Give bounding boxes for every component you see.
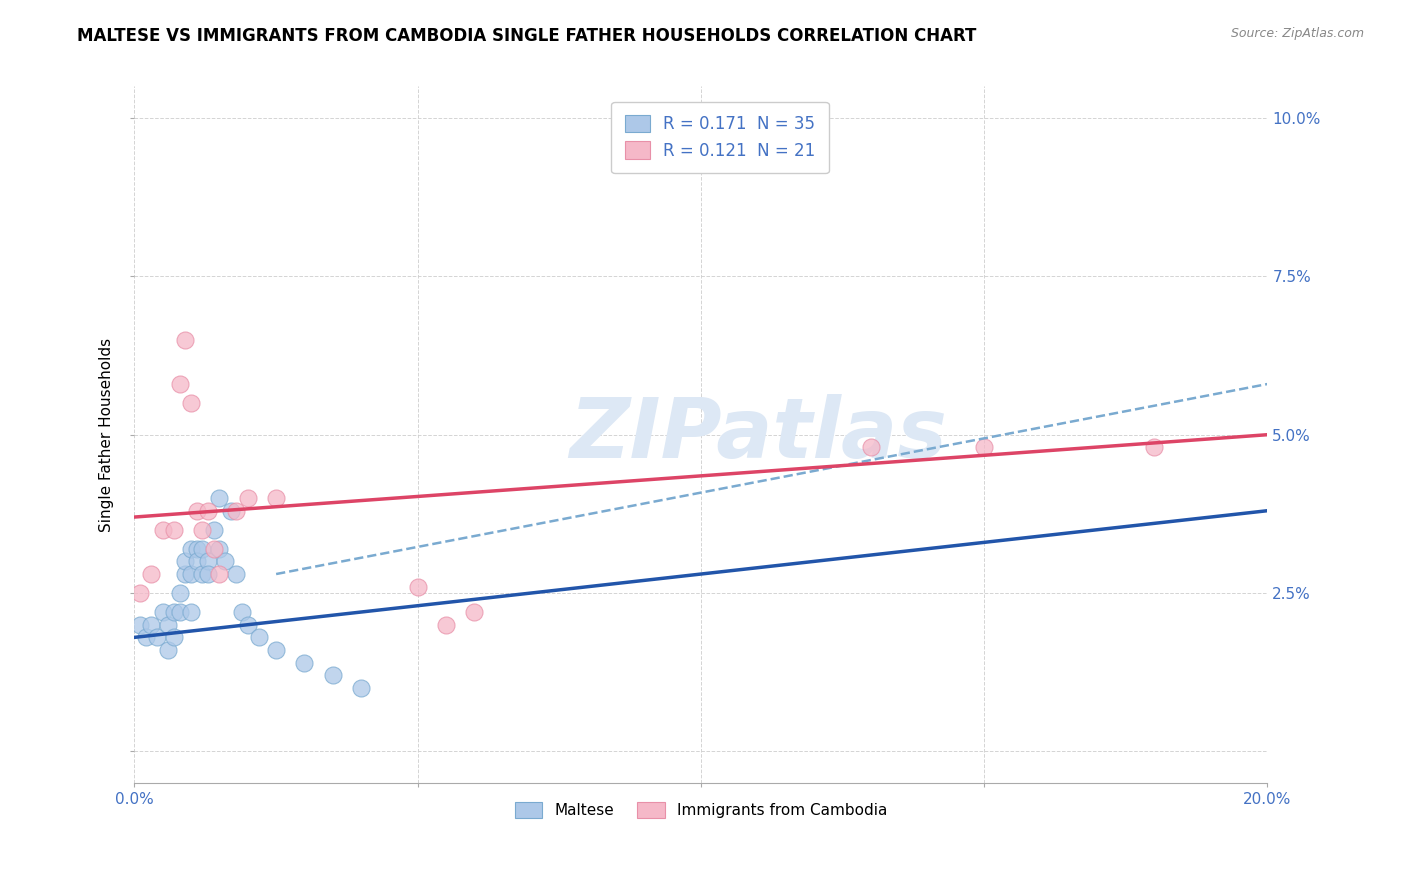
Point (322, 668, 344, 682)
Point (169, 605, 191, 619)
Point (406, 580, 429, 594)
Point (264, 491, 287, 505)
Point (350, 681, 373, 695)
Point (186, 504, 208, 518)
Point (157, 643, 180, 657)
Point (141, 567, 163, 582)
Point (180, 567, 202, 582)
Point (169, 377, 191, 392)
Point (197, 504, 219, 518)
Point (157, 617, 180, 632)
Point (152, 523, 174, 537)
Point (186, 541, 208, 556)
Point (264, 643, 287, 657)
Point (180, 541, 202, 556)
Point (197, 554, 219, 568)
Text: ZIPatlas: ZIPatlas (568, 394, 946, 475)
Text: MALTESE VS IMMIGRANTS FROM CAMBODIA SINGLE FATHER HOUSEHOLDS CORRELATION CHART: MALTESE VS IMMIGRANTS FROM CAMBODIA SING… (77, 27, 977, 45)
Point (214, 554, 236, 568)
Y-axis label: Single Father Households: Single Father Households (100, 338, 114, 532)
Point (208, 567, 231, 582)
Point (294, 656, 316, 670)
Point (174, 567, 197, 582)
Point (152, 605, 174, 619)
Point (208, 541, 231, 556)
Point (191, 541, 214, 556)
Point (434, 617, 457, 632)
Point (180, 605, 202, 619)
Text: Source: ZipAtlas.com: Source: ZipAtlas.com (1230, 27, 1364, 40)
Point (129, 617, 152, 632)
Point (1143, 441, 1166, 455)
Point (231, 605, 253, 619)
Point (208, 491, 231, 505)
Point (202, 541, 225, 556)
Point (236, 617, 259, 632)
Point (146, 631, 169, 645)
Point (163, 523, 186, 537)
Legend: Maltese, Immigrants from Cambodia: Maltese, Immigrants from Cambodia (509, 796, 893, 824)
Point (174, 554, 197, 568)
Point (247, 631, 270, 645)
Point (141, 617, 163, 632)
Point (135, 631, 157, 645)
Point (163, 631, 186, 645)
Point (197, 567, 219, 582)
Point (191, 523, 214, 537)
Point (202, 523, 225, 537)
Point (180, 396, 202, 410)
Point (225, 504, 247, 518)
Point (174, 333, 197, 347)
Point (225, 567, 247, 582)
Point (163, 605, 186, 619)
Point (169, 586, 191, 600)
Point (129, 586, 152, 600)
Point (236, 491, 259, 505)
Point (219, 504, 242, 518)
Point (859, 441, 882, 455)
Point (973, 441, 995, 455)
Point (463, 605, 485, 619)
Point (191, 567, 214, 582)
Point (186, 554, 208, 568)
